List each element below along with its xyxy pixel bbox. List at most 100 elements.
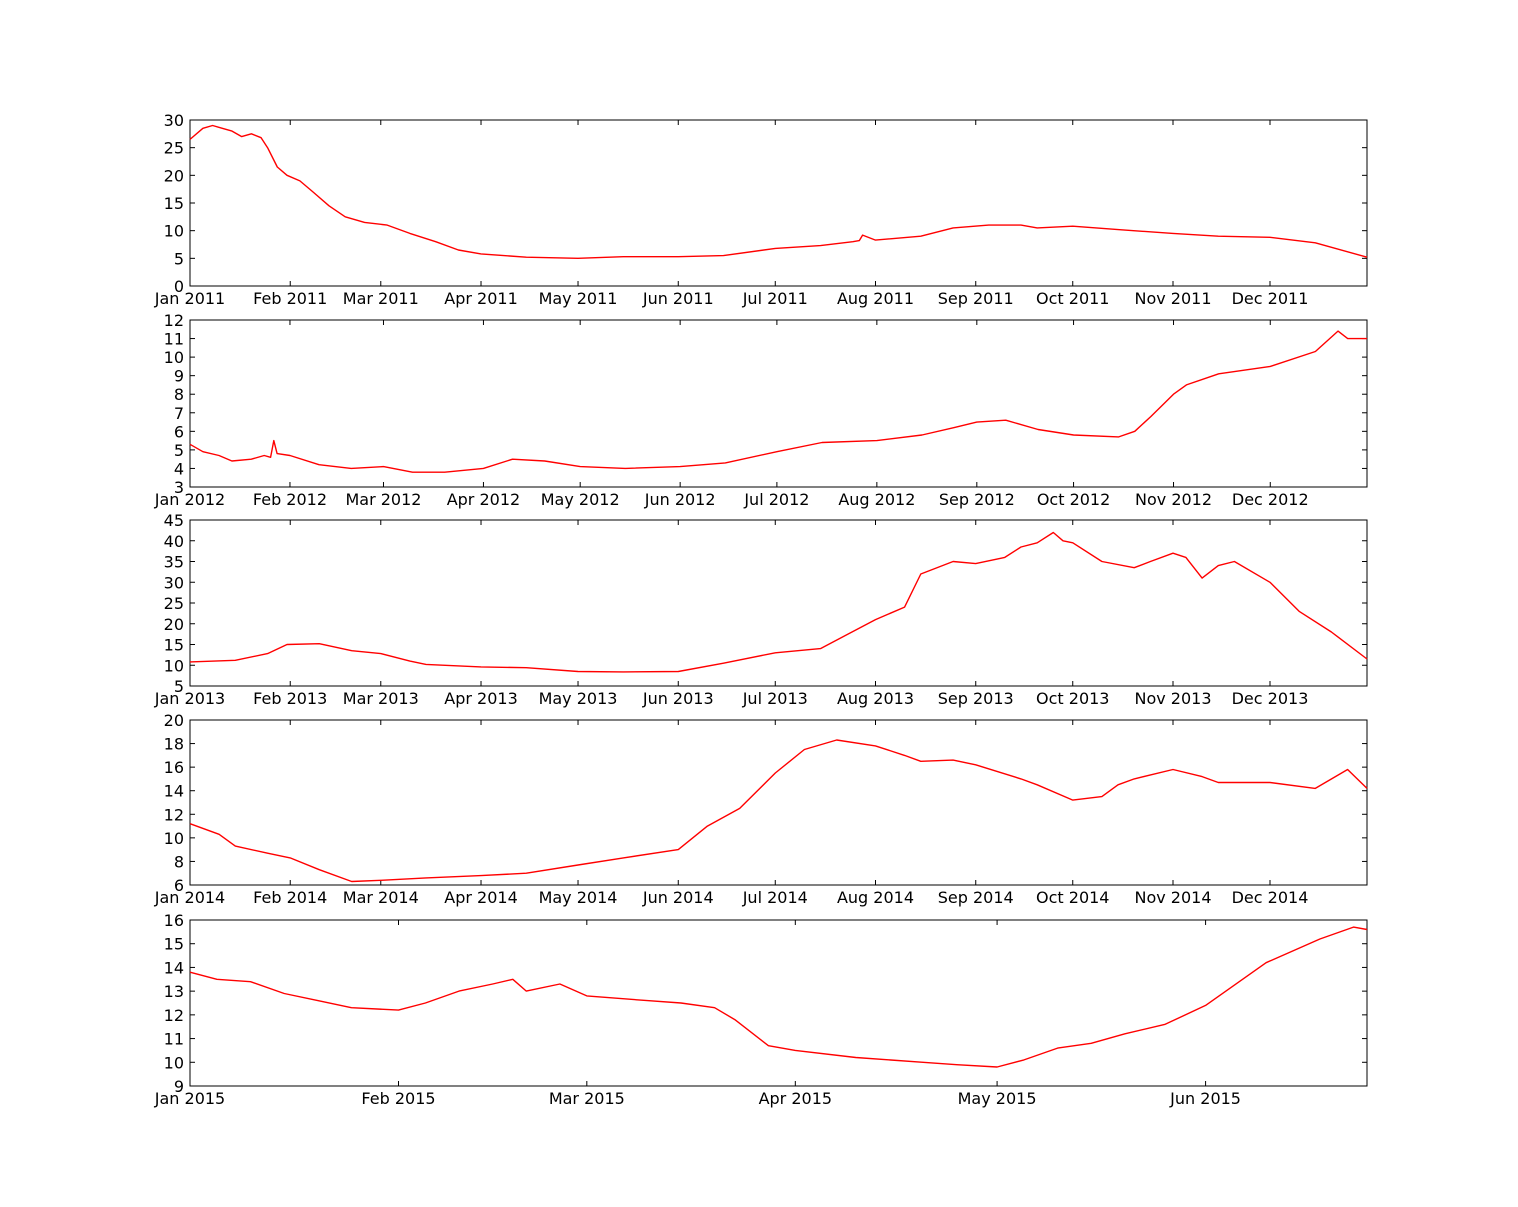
chart-panel-4: Jan 2014 Feb 2014 Mar 2014 Apr 2014 May 2014… xyxy=(154,711,1368,907)
y-tick-label: 25 xyxy=(164,139,184,158)
y-tick-label: 35 xyxy=(164,553,184,572)
y-tick-label: 20 xyxy=(164,166,184,185)
y-tick-label: 45 xyxy=(164,511,184,530)
x-tick-label: Nov 2013 xyxy=(1134,689,1211,708)
y-tick-label: 7 xyxy=(174,404,184,423)
y-tick-label: 9 xyxy=(174,1077,184,1096)
x-tick-label: Jun 2011 xyxy=(642,289,714,308)
x-tick-label: Mar 2014 xyxy=(343,888,419,907)
y-tick-label: 5 xyxy=(174,677,184,696)
x-tick-label: Nov 2011 xyxy=(1134,289,1211,308)
y-tick-label: 11 xyxy=(164,330,184,349)
y-tick-label: 30 xyxy=(164,573,184,592)
x-tick-label: Sep 2011 xyxy=(938,289,1014,308)
x-tick-label: Sep 2012 xyxy=(939,490,1015,509)
series-line xyxy=(189,739,1368,883)
y-tick-label: 40 xyxy=(164,532,184,551)
x-tick-label: Mar 2012 xyxy=(345,490,421,509)
x-tick-label: Feb 2012 xyxy=(253,490,327,509)
x-tick-label: Sep 2014 xyxy=(938,888,1014,907)
y-tick-label: 15 xyxy=(164,194,184,213)
x-tick-label: Apr 2013 xyxy=(444,689,517,708)
x-tick-label: Dec 2012 xyxy=(1232,490,1309,509)
x-tick-label: Oct 2011 xyxy=(1036,289,1109,308)
plot-frame xyxy=(189,319,1368,488)
y-tick-label: 8 xyxy=(174,852,184,871)
x-tick-label: Jul 2011 xyxy=(742,289,808,308)
y-tick-label: 14 xyxy=(164,782,184,801)
x-tick-label: Aug 2014 xyxy=(837,888,914,907)
charts-root: Jan 2011 Feb 2011 Mar 2011 Apr 2011 May 2011… xyxy=(154,111,1368,1108)
x-tick-label: Jul 2012 xyxy=(743,490,809,509)
x-tick-label: Oct 2012 xyxy=(1037,490,1110,509)
y-tick-label: 5 xyxy=(174,249,184,268)
x-tick-label: Oct 2014 xyxy=(1036,888,1109,907)
x-tick-label: Aug 2011 xyxy=(837,289,914,308)
y-tick-label: 14 xyxy=(164,958,184,977)
x-tick-label: May 2014 xyxy=(539,888,618,907)
x-tick-label: Jan 2011 xyxy=(154,289,225,308)
y-tick-label: 15 xyxy=(164,935,184,954)
y-tick-label: 12 xyxy=(164,805,184,824)
x-tick-label: Jul 2014 xyxy=(742,888,808,907)
x-tick-label: Jun 2015 xyxy=(1169,1089,1241,1108)
series-line xyxy=(189,330,1367,473)
x-tick-label: Feb 2011 xyxy=(253,289,327,308)
x-tick-label: Mar 2015 xyxy=(549,1089,625,1108)
x-tick-label: Apr 2012 xyxy=(447,490,520,509)
y-tick-label: 15 xyxy=(164,636,184,655)
series-line xyxy=(189,531,1368,673)
x-tick-label: Jan 2014 xyxy=(154,888,225,907)
y-tick-label: 5 xyxy=(174,441,184,460)
x-tick-label: Dec 2013 xyxy=(1232,689,1309,708)
x-tick-label: Mar 2013 xyxy=(343,689,419,708)
x-tick-label: Jun 2014 xyxy=(642,888,714,907)
series-line xyxy=(189,926,1368,1068)
x-tick-label: Nov 2014 xyxy=(1134,888,1211,907)
x-tick-label: Aug 2013 xyxy=(837,689,914,708)
x-tick-label: May 2015 xyxy=(958,1089,1037,1108)
x-tick-label: Feb 2015 xyxy=(361,1089,435,1108)
y-tick-label: 10 xyxy=(164,656,184,675)
x-tick-label: Aug 2012 xyxy=(838,490,915,509)
x-tick-label: Jan 2015 xyxy=(154,1089,225,1108)
chart-panel-3: Jan 2013 Feb 2013 Mar 2013 Apr 2013 May 2013… xyxy=(154,511,1368,708)
x-tick-label: Jul 2013 xyxy=(742,689,808,708)
x-tick-label: Feb 2014 xyxy=(253,888,327,907)
chart-panel-1: Jan 2011 Feb 2011 Mar 2011 Apr 2011 May 2011… xyxy=(154,111,1368,308)
plot-frame xyxy=(189,919,1368,1087)
x-tick-label: Mar 2011 xyxy=(343,289,419,308)
y-tick-label: 9 xyxy=(174,367,184,386)
x-tick-label: May 2012 xyxy=(541,490,620,509)
y-tick-label: 10 xyxy=(164,222,184,241)
y-tick-label: 20 xyxy=(164,711,184,730)
x-tick-label: Jan 2013 xyxy=(154,689,225,708)
x-tick-label: Jun 2012 xyxy=(644,490,716,509)
x-tick-label: Jun 2013 xyxy=(642,689,714,708)
x-tick-label: Jan 2012 xyxy=(154,490,225,509)
y-tick-label: 4 xyxy=(174,459,184,478)
x-tick-label: Apr 2011 xyxy=(444,289,517,308)
y-tick-label: 16 xyxy=(164,758,184,777)
y-tick-label: 8 xyxy=(174,385,184,404)
y-tick-label: 10 xyxy=(164,829,184,848)
y-tick-label: 20 xyxy=(164,615,184,634)
y-tick-label: 3 xyxy=(174,478,184,497)
chart-panel-5: Jan 2015 Feb 2015 Mar 2015 Apr 2015 May 2015… xyxy=(154,911,1368,1108)
y-tick-label: 11 xyxy=(164,1030,184,1049)
series-line xyxy=(189,124,1368,259)
y-tick-label: 6 xyxy=(174,422,184,441)
x-tick-label: Dec 2011 xyxy=(1232,289,1309,308)
x-tick-label: Sep 2013 xyxy=(938,689,1014,708)
x-tick-label: Nov 2012 xyxy=(1135,490,1212,509)
y-tick-label: 30 xyxy=(164,111,184,130)
x-tick-label: May 2013 xyxy=(539,689,618,708)
y-tick-label: 10 xyxy=(164,1053,184,1072)
y-tick-label: 12 xyxy=(164,1006,184,1025)
y-tick-label: 6 xyxy=(174,876,184,895)
y-tick-label: 13 xyxy=(164,982,184,1001)
x-tick-label: Dec 2014 xyxy=(1232,888,1309,907)
y-tick-label: 25 xyxy=(164,594,184,613)
